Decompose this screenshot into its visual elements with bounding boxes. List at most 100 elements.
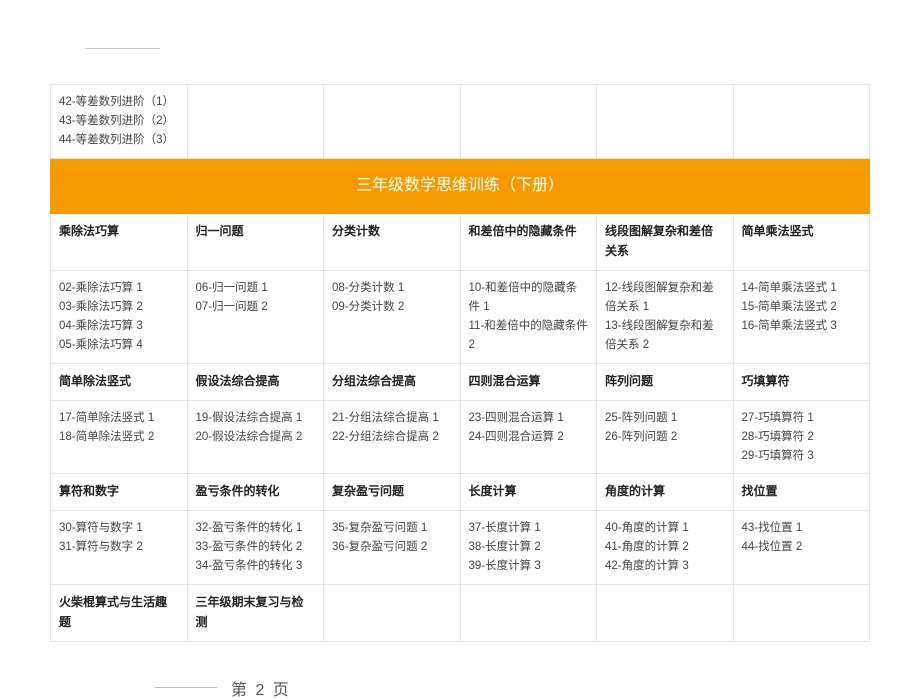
- lesson-item: 02-乘除法巧算 1: [59, 279, 179, 298]
- lesson-item: 44-等差数列进阶（3）: [59, 131, 179, 150]
- lesson-item: 06-归一问题 1: [196, 279, 316, 298]
- column-header: 简单除法竖式: [51, 363, 188, 400]
- lesson-item: 27-巧填算符 1: [742, 409, 862, 428]
- lesson-item: 07-归一问题 2: [196, 298, 316, 317]
- fragment-cell: 42-等差数列进阶（1）43-等差数列进阶（2）44-等差数列进阶（3）: [51, 85, 188, 159]
- column-header: 复杂盈亏问题: [324, 474, 461, 511]
- lesson-item: 34-盈亏条件的转化 3: [196, 557, 316, 576]
- lesson-item: 19-假设法综合提高 1: [196, 409, 316, 428]
- lesson-cell: 17-简单除法竖式 118-简单除法竖式 2: [51, 400, 188, 474]
- top-divider: [85, 48, 160, 49]
- column-header: 分组法综合提高: [324, 363, 461, 400]
- lesson-item: 14-简单乘法竖式 1: [742, 279, 862, 298]
- page-number: 第 2 页: [231, 676, 291, 700]
- column-header: 三年级期末复习与检测: [187, 585, 324, 642]
- lesson-cell: 25-阵列问题 126-阵列问题 2: [597, 400, 734, 474]
- lesson-item: 44-找位置 2: [742, 538, 862, 557]
- lesson-item: 37-长度计算 1: [469, 519, 589, 538]
- column-header: 盈亏条件的转化: [187, 474, 324, 511]
- column-header: [597, 585, 734, 642]
- lesson-item: 30-算符与数字 1: [59, 519, 179, 538]
- column-header: 火柴棍算式与生活趣题: [51, 585, 188, 642]
- lesson-item: 43-等差数列进阶（2）: [59, 112, 179, 131]
- column-header: 线段图解复杂和差倍关系: [597, 214, 734, 271]
- lesson-item: 42-角度的计算 3: [605, 557, 725, 576]
- lesson-item: 12-线段图解复杂和差倍关系 1: [605, 279, 725, 317]
- lesson-item: 04-乘除法巧算 3: [59, 317, 179, 336]
- lesson-cell: 02-乘除法巧算 103-乘除法巧算 204-乘除法巧算 305-乘除法巧算 4: [51, 270, 188, 363]
- column-header: [460, 585, 597, 642]
- lesson-item: 43-找位置 1: [742, 519, 862, 538]
- lesson-item: 10-和差倍中的隐藏条件 1: [469, 279, 589, 317]
- lesson-item: 38-长度计算 2: [469, 538, 589, 557]
- column-header: 长度计算: [460, 474, 597, 511]
- column-header: [324, 585, 461, 642]
- lesson-cell: 35-复杂盈亏问题 136-复杂盈亏问题 2: [324, 511, 461, 585]
- lesson-cell: 32-盈亏条件的转化 133-盈亏条件的转化 234-盈亏条件的转化 3: [187, 511, 324, 585]
- lesson-item: 22-分组法综合提高 2: [332, 428, 452, 447]
- lesson-item: 11-和差倍中的隐藏条件 2: [469, 317, 589, 355]
- lesson-item: 28-巧填算符 2: [742, 428, 862, 447]
- lesson-item: 39-长度计算 3: [469, 557, 589, 576]
- lesson-cell: 37-长度计算 138-长度计算 239-长度计算 3: [460, 511, 597, 585]
- lesson-item: 18-简单除法竖式 2: [59, 428, 179, 447]
- column-header: [733, 585, 870, 642]
- lesson-item: 15-简单乘法竖式 2: [742, 298, 862, 317]
- lesson-item: 32-盈亏条件的转化 1: [196, 519, 316, 538]
- column-header: 归一问题: [187, 214, 324, 271]
- empty-cell: [324, 85, 461, 159]
- empty-cell: [460, 85, 597, 159]
- lesson-item: 21-分组法综合提高 1: [332, 409, 452, 428]
- lesson-item: 35-复杂盈亏问题 1: [332, 519, 452, 538]
- lesson-cell: 10-和差倍中的隐藏条件 111-和差倍中的隐藏条件 2: [460, 270, 597, 363]
- lesson-cell: 27-巧填算符 128-巧填算符 229-巧填算符 3: [733, 400, 870, 474]
- column-header: 算符和数字: [51, 474, 188, 511]
- empty-cell: [733, 85, 870, 159]
- lesson-item: 05-乘除法巧算 4: [59, 336, 179, 355]
- column-header: 阵列问题: [597, 363, 734, 400]
- empty-cell: [597, 85, 734, 159]
- lesson-item: 09-分类计数 2: [332, 298, 452, 317]
- lesson-item: 33-盈亏条件的转化 2: [196, 538, 316, 557]
- column-header: 简单乘法竖式: [733, 214, 870, 271]
- column-header: 乘除法巧算: [51, 214, 188, 271]
- lesson-cell: 43-找位置 144-找位置 2: [733, 511, 870, 585]
- lesson-cell: 30-算符与数字 131-算符与数字 2: [51, 511, 188, 585]
- lesson-cell: 23-四则混合运算 124-四则混合运算 2: [460, 400, 597, 474]
- lesson-item: 16-简单乘法竖式 3: [742, 317, 862, 336]
- lesson-item: 23-四则混合运算 1: [469, 409, 589, 428]
- column-header: 和差倍中的隐藏条件: [460, 214, 597, 271]
- lesson-item: 31-算符与数字 2: [59, 538, 179, 557]
- lesson-cell: 12-线段图解复杂和差倍关系 113-线段图解复杂和差倍关系 2: [597, 270, 734, 363]
- lesson-item: 20-假设法综合提高 2: [196, 428, 316, 447]
- lesson-item: 41-角度的计算 2: [605, 538, 725, 557]
- lesson-cell: 40-角度的计算 141-角度的计算 242-角度的计算 3: [597, 511, 734, 585]
- lesson-cell: 19-假设法综合提高 120-假设法综合提高 2: [187, 400, 324, 474]
- column-header: 分类计数: [324, 214, 461, 271]
- lesson-item: 29-巧填算符 3: [742, 447, 862, 466]
- column-header: 找位置: [733, 474, 870, 511]
- section-banner: 三年级数学思维训练（下册）: [51, 158, 870, 213]
- column-header: 假设法综合提高: [187, 363, 324, 400]
- lesson-item: 42-等差数列进阶（1）: [59, 93, 179, 112]
- lesson-item: 26-阵列问题 2: [605, 428, 725, 447]
- lesson-item: 08-分类计数 1: [332, 279, 452, 298]
- lesson-item: 40-角度的计算 1: [605, 519, 725, 538]
- footer-rule: [155, 687, 217, 688]
- lesson-cell: 21-分组法综合提高 122-分组法综合提高 2: [324, 400, 461, 474]
- lesson-cell: 14-简单乘法竖式 115-简单乘法竖式 216-简单乘法竖式 3: [733, 270, 870, 363]
- empty-cell: [187, 85, 324, 159]
- page-footer: 第 2 页: [155, 676, 870, 700]
- column-header: 巧填算符: [733, 363, 870, 400]
- lesson-item: 13-线段图解复杂和差倍关系 2: [605, 317, 725, 355]
- lesson-cell: 06-归一问题 107-归一问题 2: [187, 270, 324, 363]
- column-header: 四则混合运算: [460, 363, 597, 400]
- lesson-item: 25-阵列问题 1: [605, 409, 725, 428]
- lesson-item: 03-乘除法巧算 2: [59, 298, 179, 317]
- lesson-item: 17-简单除法竖式 1: [59, 409, 179, 428]
- lesson-item: 24-四则混合运算 2: [469, 428, 589, 447]
- curriculum-table: 42-等差数列进阶（1）43-等差数列进阶（2）44-等差数列进阶（3）三年级数…: [50, 84, 870, 642]
- lesson-item: 36-复杂盈亏问题 2: [332, 538, 452, 557]
- lesson-cell: 08-分类计数 109-分类计数 2: [324, 270, 461, 363]
- column-header: 角度的计算: [597, 474, 734, 511]
